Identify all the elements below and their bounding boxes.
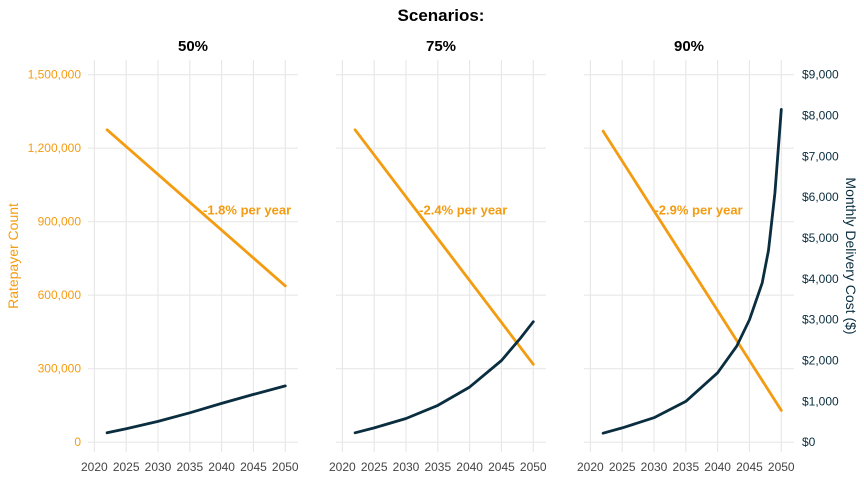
ratepayer-line (601, 129, 783, 412)
y-left-tick-label: 1,200,000 (28, 141, 82, 155)
x-tick-label: 2050 (768, 460, 795, 474)
y-right-tick-label: $2,000 (802, 354, 839, 368)
x-tick-label: 2030 (145, 460, 172, 474)
y-right-tick-label: $3,000 (802, 313, 839, 327)
x-tick-label: 2045 (488, 460, 515, 474)
y-right-tick-label: $7,000 (802, 149, 839, 163)
y-left-tick-label: 0 (74, 435, 81, 449)
x-tick-label: 2040 (208, 460, 235, 474)
x-tick-label: 2035 (176, 460, 203, 474)
y-right-tick-label: $5,000 (802, 231, 839, 245)
y-right-tick-label: $8,000 (802, 109, 839, 123)
panel-1: 50% 2020 2025 2030 2035 2040 2045 2050 0 300,000 6… (28, 38, 299, 474)
x-tick-label: 2025 (361, 460, 388, 474)
x-tick-label: 2045 (736, 460, 763, 474)
y-right-tick-label: $6,000 (802, 190, 839, 204)
x-tick-label: 2040 (704, 460, 731, 474)
y-left-tick-label: 600,000 (38, 288, 82, 302)
panel-title: 90% (674, 38, 704, 55)
panel-2: 75% 2020 2025 2030 2035 2040 2045 2050 -2.4% per… (329, 38, 547, 474)
x-tick-label: 2025 (113, 460, 140, 474)
cost-line (353, 320, 535, 435)
x-tick-label: 2030 (641, 460, 668, 474)
x-tick-label: 2040 (456, 460, 483, 474)
x-tick-label: 2020 (329, 460, 356, 474)
x-tick-label: 2050 (520, 460, 547, 474)
y-left-tick-label: 300,000 (38, 362, 82, 376)
y-right-tick-label: $0 (802, 435, 816, 449)
x-tick-label: 2025 (609, 460, 636, 474)
chart-title: Scenarios: (398, 6, 485, 25)
x-tick-label: 2020 (81, 460, 108, 474)
x-tick-label: 2035 (672, 460, 699, 474)
rate-annotation: -1.8% per year (203, 203, 291, 218)
cost-line (105, 384, 287, 435)
x-tick-label: 2050 (272, 460, 299, 474)
panel-3: 90% 2020 2025 2030 2035 2040 2045 2050 $0 $1,000 $… (577, 38, 839, 474)
y-right-tick-label: $4,000 (802, 272, 839, 286)
y-left-tick-label: 900,000 (38, 215, 82, 229)
ratepayer-line (353, 128, 535, 366)
y-left-axis-title: Ratepayer Count (5, 203, 21, 309)
x-tick-label: 2035 (424, 460, 451, 474)
x-tick-label: 2045 (240, 460, 267, 474)
ratepayer-line (105, 128, 287, 288)
panel-title: 50% (178, 38, 208, 55)
x-tick-label: 2020 (577, 460, 604, 474)
panels: 50% 2020 2025 2030 2035 2040 2045 2050 0 300,000 6… (28, 38, 839, 474)
y-left-tick-label: 1,500,000 (28, 68, 82, 82)
rate-annotation: -2.4% per year (419, 203, 507, 218)
rate-annotation: -2.9% per year (654, 203, 742, 218)
x-tick-label: 2030 (393, 460, 420, 474)
y-right-tick-label: $9,000 (802, 68, 839, 82)
y-right-tick-label: $1,000 (802, 394, 839, 408)
panel-title: 75% (426, 38, 456, 55)
cost-line (601, 108, 783, 435)
y-right-axis-title: Monthly Delivery Cost ($) (843, 177, 859, 334)
